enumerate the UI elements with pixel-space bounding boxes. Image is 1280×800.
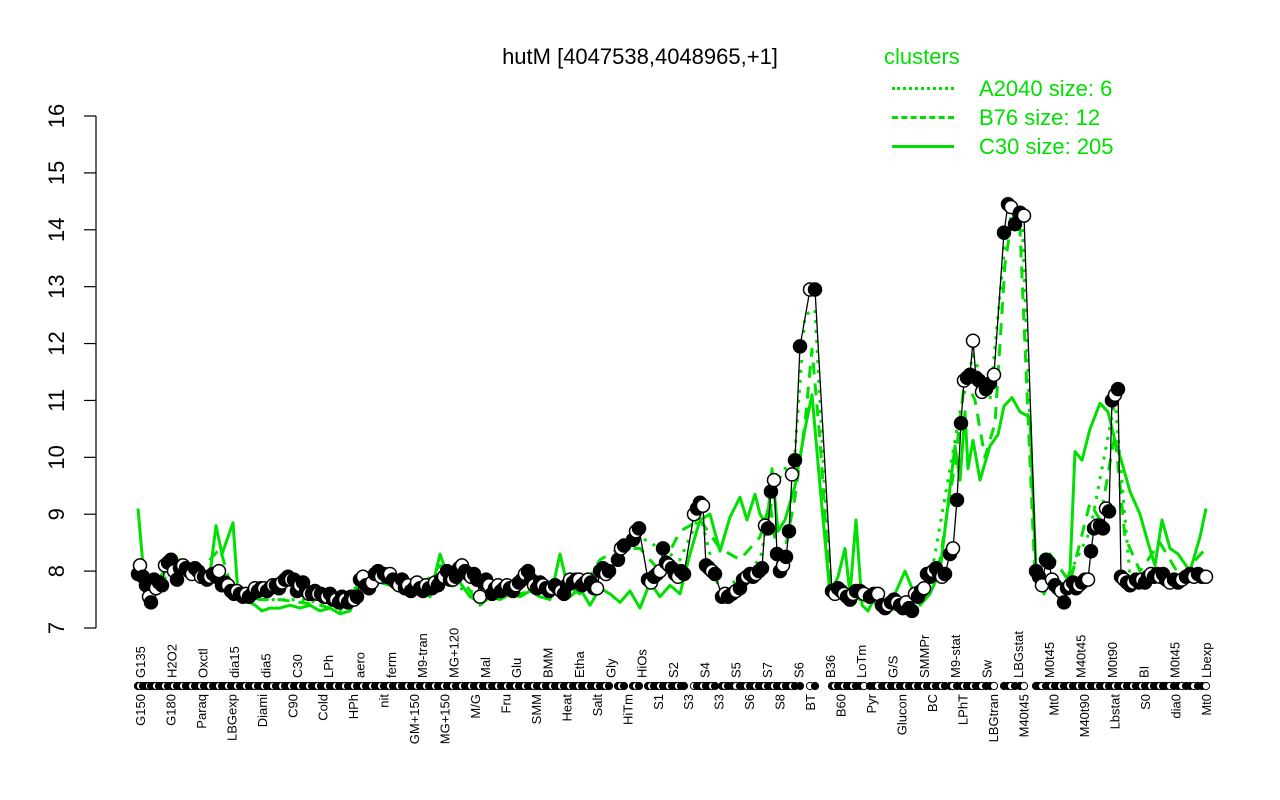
svg-text:SMMPr: SMMPr bbox=[917, 634, 932, 678]
svg-text:H2O2: H2O2 bbox=[164, 644, 179, 678]
svg-text:Gly: Gly bbox=[603, 658, 618, 678]
svg-text:HPh: HPh bbox=[346, 694, 361, 719]
svg-text:LPhT: LPhT bbox=[955, 694, 970, 725]
svg-text:LBGtran: LBGtran bbox=[986, 694, 1001, 742]
svg-text:S2: S2 bbox=[666, 662, 681, 678]
svg-text:12: 12 bbox=[44, 331, 69, 355]
svg-text:Diami: Diami bbox=[255, 694, 270, 727]
svg-text:Mt0: Mt0 bbox=[1047, 694, 1062, 716]
svg-text:14: 14 bbox=[44, 218, 69, 242]
svg-text:Etha: Etha bbox=[572, 650, 587, 678]
svg-text:LBGstat: LBGstat bbox=[1011, 631, 1026, 678]
svg-text:M40t45: M40t45 bbox=[1016, 694, 1031, 737]
svg-text:HiTm: HiTm bbox=[620, 694, 635, 725]
legend-label: B76 size: 12 bbox=[979, 104, 1101, 130]
svg-text:S6: S6 bbox=[791, 662, 806, 678]
svg-text:S5: S5 bbox=[729, 662, 744, 678]
svg-text:HiOs: HiOs bbox=[635, 649, 650, 678]
svg-text:GM+150: GM+150 bbox=[407, 694, 422, 744]
legend-label: C30 size: 205 bbox=[979, 133, 1114, 159]
svg-text:S1: S1 bbox=[651, 694, 666, 710]
svg-text:16: 16 bbox=[44, 104, 69, 128]
svg-text:M9-stat: M9-stat bbox=[948, 634, 963, 678]
svg-text:M0t45: M0t45 bbox=[1042, 642, 1057, 678]
svg-text:S6: S6 bbox=[742, 694, 757, 710]
legend-entry-b76: B76 size: 12 bbox=[884, 103, 1114, 132]
data-points bbox=[130, 196, 1214, 619]
svg-text:B60: B60 bbox=[834, 694, 849, 717]
svg-text:S4: S4 bbox=[697, 662, 712, 678]
solid-line-icon bbox=[892, 145, 954, 148]
svg-text:Mal: Mal bbox=[478, 657, 493, 678]
svg-text:M/G: M/G bbox=[468, 694, 483, 719]
svg-text:BC: BC bbox=[925, 694, 940, 712]
svg-text:BI: BI bbox=[1136, 666, 1151, 678]
svg-text:Fru: Fru bbox=[498, 694, 513, 714]
svg-text:aero: aero bbox=[352, 652, 367, 678]
legend: clusters A2040 size: 6 B76 size: 12 C30 … bbox=[884, 44, 1114, 161]
svg-text:10: 10 bbox=[44, 445, 69, 469]
svg-text:LBGexp: LBGexp bbox=[224, 694, 239, 741]
svg-text:Paraq: Paraq bbox=[194, 694, 209, 729]
svg-text:8: 8 bbox=[44, 565, 69, 577]
svg-text:M0t90: M0t90 bbox=[1105, 642, 1120, 678]
svg-text:Pyr: Pyr bbox=[864, 693, 879, 713]
svg-text:SMM: SMM bbox=[529, 694, 544, 724]
svg-text:Glucon: Glucon bbox=[894, 694, 909, 735]
svg-text:nit: nit bbox=[377, 694, 392, 708]
y-axis: 7 8 9 10 11 12 13 14 15 16 bbox=[44, 104, 97, 634]
svg-text:G135: G135 bbox=[133, 646, 148, 678]
svg-text:Glu: Glu bbox=[509, 658, 524, 678]
svg-text:G180: G180 bbox=[163, 694, 178, 726]
svg-text:S7: S7 bbox=[760, 662, 775, 678]
svg-text:S8: S8 bbox=[773, 694, 788, 710]
svg-text:Cold: Cold bbox=[316, 694, 331, 721]
svg-text:dia5: dia5 bbox=[258, 653, 273, 678]
expression-line bbox=[137, 202, 1206, 613]
svg-text:C30: C30 bbox=[290, 654, 305, 678]
svg-text:M40t90: M40t90 bbox=[1077, 694, 1092, 737]
svg-text:9: 9 bbox=[44, 508, 69, 520]
legend-entry-c30: C30 size: 205 bbox=[884, 132, 1114, 161]
svg-text:ferm: ferm bbox=[384, 652, 399, 678]
chart-title: hutM [4047538,4048965,+1] bbox=[502, 44, 778, 69]
svg-text:Oxctl: Oxctl bbox=[196, 648, 211, 678]
svg-text:S0: S0 bbox=[1138, 694, 1153, 710]
svg-text:dia15: dia15 bbox=[227, 646, 242, 678]
svg-text:BMM: BMM bbox=[541, 648, 556, 678]
svg-text:G150: G150 bbox=[133, 694, 148, 726]
svg-text:Lbexp: Lbexp bbox=[1199, 643, 1214, 678]
svg-text:15: 15 bbox=[44, 161, 69, 185]
svg-text:Heat: Heat bbox=[559, 694, 574, 722]
svg-text:Mt0: Mt0 bbox=[1199, 694, 1214, 716]
svg-text:M0t45: M0t45 bbox=[1168, 642, 1183, 678]
svg-text:Salt: Salt bbox=[590, 694, 605, 717]
svg-text:S3: S3 bbox=[681, 694, 696, 710]
svg-text:11: 11 bbox=[44, 389, 69, 412]
svg-text:M9-tran: M9-tran bbox=[415, 633, 430, 678]
svg-text:Lbstat: Lbstat bbox=[1108, 694, 1123, 730]
svg-text:S3: S3 bbox=[712, 694, 727, 710]
svg-text:BT: BT bbox=[803, 694, 818, 711]
dotted-line-icon bbox=[892, 87, 954, 90]
svg-text:LoTm: LoTm bbox=[854, 645, 869, 678]
svg-text:B36: B36 bbox=[823, 655, 838, 678]
svg-text:dia0: dia0 bbox=[1169, 694, 1184, 719]
svg-text:G/S: G/S bbox=[885, 655, 900, 678]
legend-label: A2040 size: 6 bbox=[979, 75, 1113, 101]
svg-text:LPh: LPh bbox=[321, 655, 336, 678]
svg-text:7: 7 bbox=[44, 622, 69, 634]
svg-text:MG+120: MG+120 bbox=[447, 628, 462, 678]
x-axis-labels: G135 H2O2 Oxctl dia15 dia5 C30 LPh aero ferm M9-t… bbox=[133, 628, 1214, 744]
svg-text:M40t45: M40t45 bbox=[1074, 635, 1089, 678]
svg-text:MG+150: MG+150 bbox=[438, 694, 453, 744]
svg-text:C90: C90 bbox=[285, 694, 300, 718]
dashed-line-icon bbox=[892, 116, 954, 119]
legend-entry-a2040: A2040 size: 6 bbox=[884, 74, 1114, 103]
svg-text:13: 13 bbox=[44, 274, 69, 298]
legend-title: clusters bbox=[884, 44, 960, 69]
svg-text:Sw: Sw bbox=[980, 659, 995, 678]
